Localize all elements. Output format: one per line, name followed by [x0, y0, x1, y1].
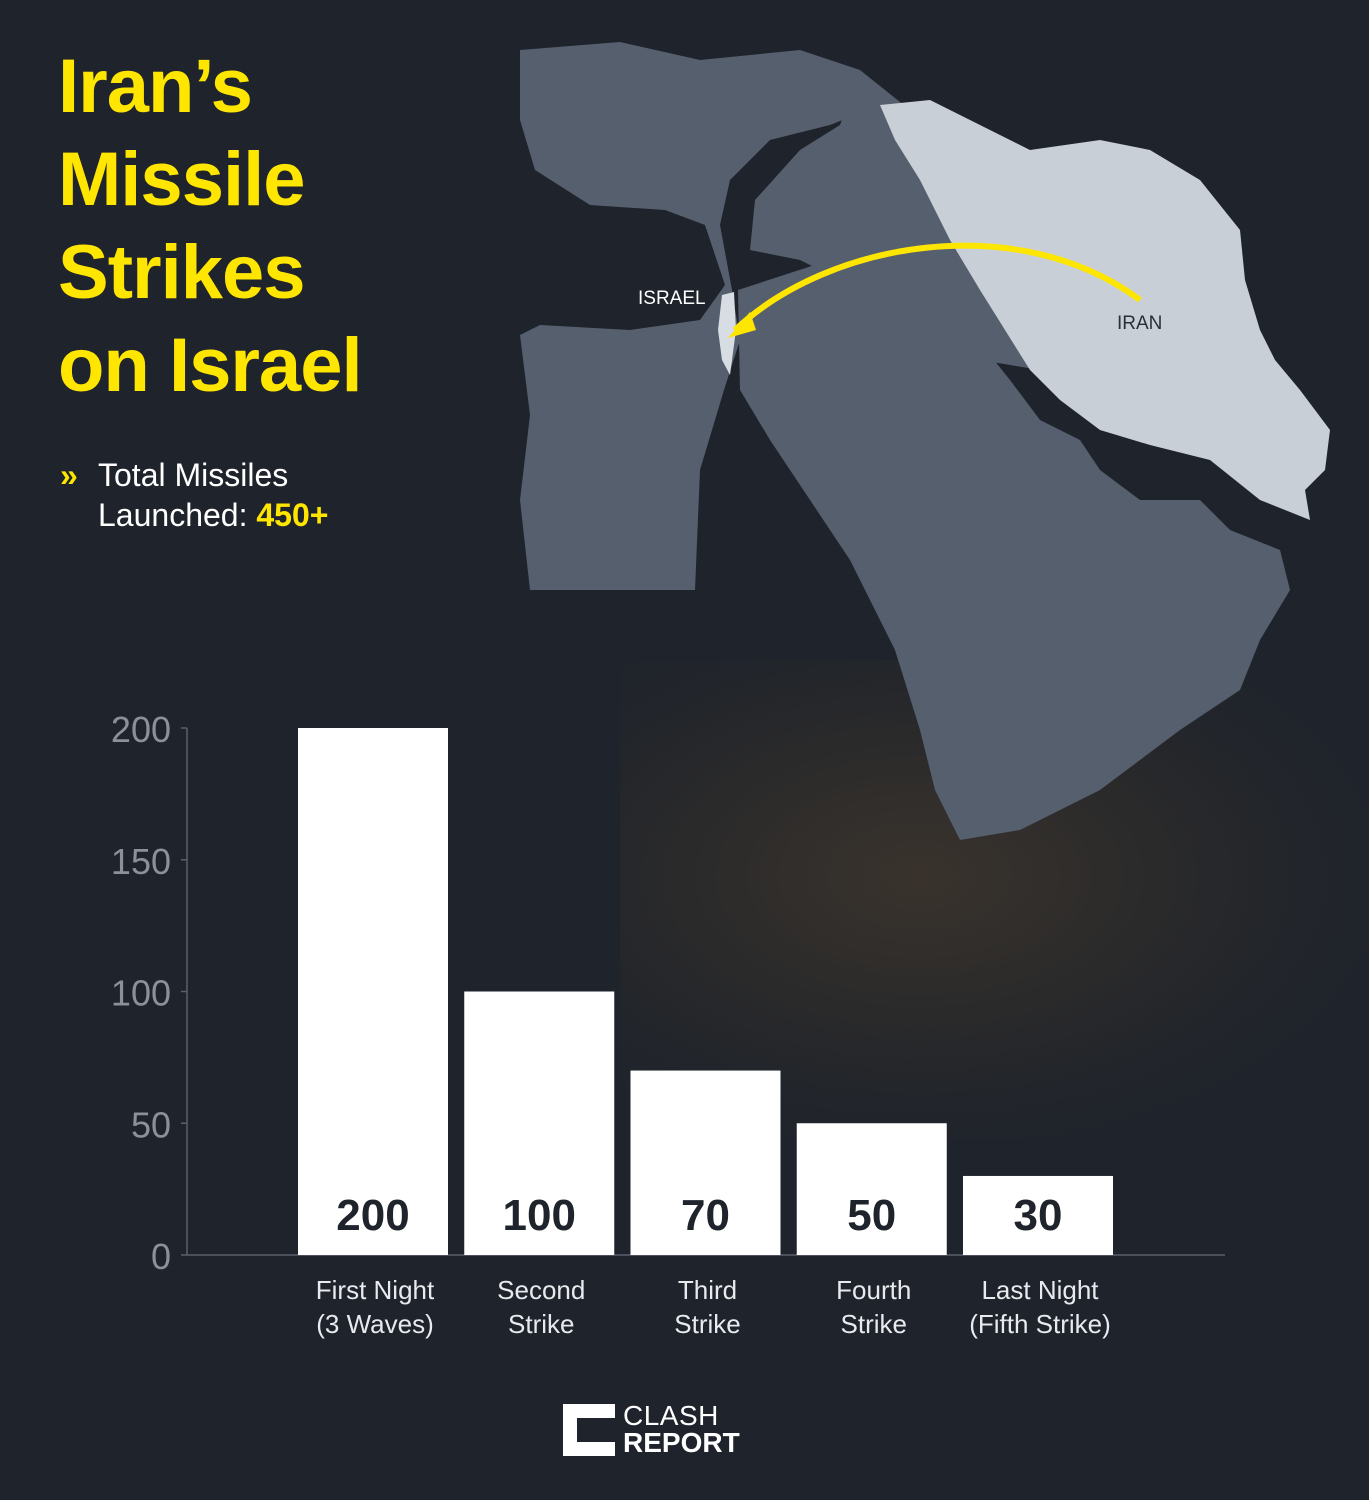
x-tick-label: Third: [678, 1275, 737, 1305]
total-label-line2: Launched: 450+: [98, 495, 418, 535]
y-tick-label: 50: [131, 1104, 171, 1145]
bar: [963, 1175, 1113, 1255]
title-line-4: on Israel: [58, 323, 363, 408]
page-title: Iran’s Missile Strikes on Israel: [58, 40, 498, 412]
x-tick-label: (Fifth Strike): [969, 1309, 1111, 1339]
attack-arrow-line: [732, 242, 1142, 333]
x-tick-label: Strike: [508, 1309, 574, 1339]
bar-value-label: 70: [681, 1191, 730, 1240]
x-tick-label: Strike: [674, 1309, 740, 1339]
map-israel: [718, 292, 736, 375]
bar: [796, 1123, 947, 1255]
y-tick-label: 200: [111, 709, 171, 750]
total-missiles-text: Total Missiles Launched: 450+: [98, 455, 418, 535]
logo-line1: CLASH: [623, 1400, 719, 1431]
map-land: [520, 42, 880, 590]
map-label-iran: IRAN: [1117, 313, 1162, 334]
logo-mark-icon: [563, 1404, 615, 1456]
x-tick-label: Second: [497, 1275, 585, 1305]
bar-chart: 0 50 100 150 200 200 First Night (3 Waves) 100 Se…: [111, 709, 1225, 1339]
x-tick-label: Fourth: [836, 1275, 911, 1305]
map-label-israel: ISRAEL: [638, 288, 706, 309]
y-tick-label: 0: [151, 1236, 171, 1277]
x-tick-label: Last Night: [981, 1275, 1099, 1305]
total-label: Launched:: [98, 497, 248, 533]
map-iran: [880, 100, 1330, 520]
middle-east-map: ISRAEL IRAN: [520, 42, 1330, 840]
total-label-line1: Total Missiles: [98, 457, 289, 493]
y-tick-label: 100: [111, 973, 171, 1014]
title-line-2: Missile: [58, 137, 305, 222]
bar: [630, 1070, 781, 1255]
chevron-right-icon: »: [60, 457, 78, 493]
bar-value-label: 100: [503, 1191, 576, 1240]
bar: [464, 991, 615, 1255]
y-tick-label: 150: [111, 841, 171, 882]
attack-arrow-head: [728, 312, 756, 338]
x-tick-label: (3 Waves): [316, 1309, 434, 1339]
map-land-arabia: [738, 260, 1290, 840]
clash-report-logo: CLASH REPORT: [563, 1402, 783, 1458]
bar-value-label: 200: [336, 1191, 409, 1240]
logo-line2: REPORT: [623, 1427, 740, 1458]
total-value: 450+: [256, 497, 329, 533]
x-tick-label: First Night: [316, 1275, 435, 1305]
title-line-1: Iran’s: [58, 44, 253, 129]
map-land-turkey-iraq: [750, 70, 1040, 370]
bar-value-label: 50: [847, 1191, 896, 1240]
bar-value-label: 30: [1014, 1191, 1063, 1240]
x-tick-label: Strike: [841, 1309, 907, 1339]
title-line-3: Strikes: [58, 230, 306, 315]
bar: [298, 728, 448, 1255]
